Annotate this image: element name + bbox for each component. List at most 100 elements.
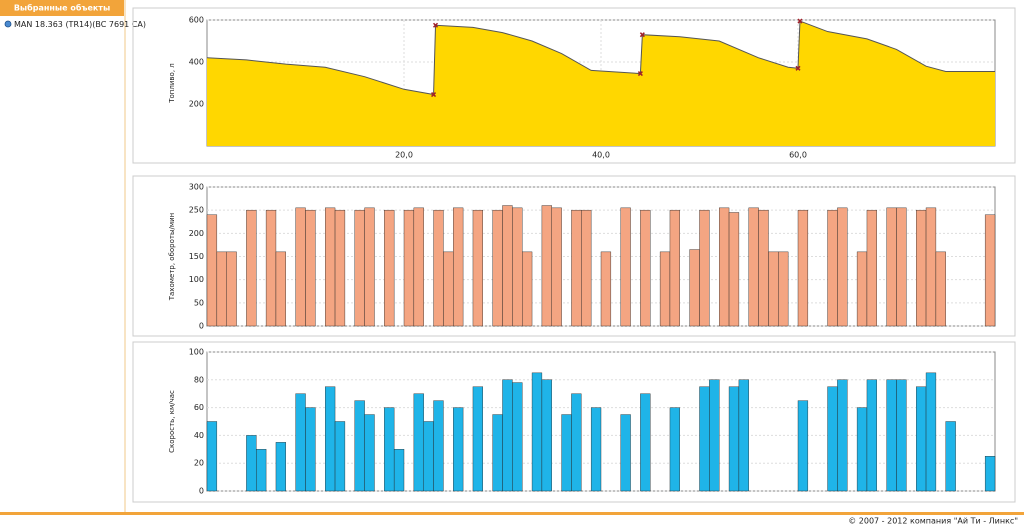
bar [896,379,907,492]
refuel-marker [431,92,437,98]
bar [502,379,513,492]
chart-frame [132,175,1016,337]
bar [581,209,592,327]
bar [325,207,336,327]
bar [551,207,562,327]
bar [403,209,415,327]
bar [295,207,306,327]
sidebar-title: Выбранные объекты [14,3,110,13]
refuel-marker [432,22,439,28]
object-item[interactable]: MAN 18.363 (TR14)(BC 7691 CA) [14,20,146,29]
area-fill [207,21,995,146]
bar [433,209,444,327]
bar [472,386,484,492]
bar [305,209,316,327]
y-tick-label: 600 [189,16,204,25]
bar [453,207,464,327]
bar [541,379,552,492]
refuel-marker [797,18,803,24]
y-tick-label: 200 [189,229,204,238]
bar [512,207,523,327]
bar [866,209,878,327]
bar [384,209,395,327]
bar [797,209,809,327]
bar [797,400,809,492]
bar [393,449,405,492]
y-tick-label: 50 [194,298,204,307]
bar [522,251,533,327]
bar [443,251,454,327]
bar [226,251,237,327]
bar [856,407,868,492]
bar [758,209,769,327]
bar [295,393,306,492]
bar [492,209,503,327]
y-tick-label: 80 [194,375,204,384]
bar [837,379,848,492]
bar [916,386,927,492]
object-radio[interactable] [4,20,12,28]
bar [334,421,346,492]
bar [748,207,759,327]
bar [206,421,218,492]
refuel-marker [795,65,801,71]
chart-frame [132,7,1016,164]
bar [364,207,375,327]
bar [768,251,779,327]
bar [778,251,789,327]
bar [433,400,444,492]
refuel-marker [639,32,645,38]
bar [827,209,838,327]
bar [728,212,740,327]
bar [256,449,267,492]
y-tick-label: 40 [194,431,204,440]
y-tick-label: 100 [189,275,204,284]
bar [453,407,464,492]
bar [334,209,346,327]
bar [640,393,651,492]
refuel-marker [637,71,643,77]
bar [384,407,395,492]
bar [364,414,375,492]
y-tick-label: 300 [189,183,204,192]
bar [669,209,681,327]
bar [669,407,681,492]
bar [935,251,946,327]
y-tick-label: 20 [194,459,204,468]
object-item-text: MAN 18.363 (TR14)(BC 7691 CA) [14,20,146,29]
bar [423,421,434,492]
bar [325,386,336,492]
bar [837,207,848,327]
bar [984,214,996,327]
bar [925,372,937,492]
bar [620,207,631,327]
bar [265,209,277,327]
bar [305,407,316,492]
bar [600,251,612,327]
bar [413,207,424,327]
footer-text: © 2007 - 2012 компания "Ай Ти - Линкс" [848,517,1018,526]
bar [620,414,631,492]
bar [413,393,424,492]
bar [246,209,257,327]
bar [531,372,543,492]
bar [738,379,749,492]
bar [689,249,700,327]
bar [886,207,897,327]
chart-frame [132,341,1016,503]
bar [275,251,287,327]
bar [866,379,878,492]
bar [472,209,484,327]
bar [590,407,602,492]
bar [561,414,572,492]
bar [354,209,365,327]
bar [640,209,651,327]
bar [206,214,218,327]
y-tick-label: 0 [199,322,204,331]
bar [984,456,996,492]
bar [571,209,582,327]
bar [699,386,710,492]
bar [354,400,365,492]
